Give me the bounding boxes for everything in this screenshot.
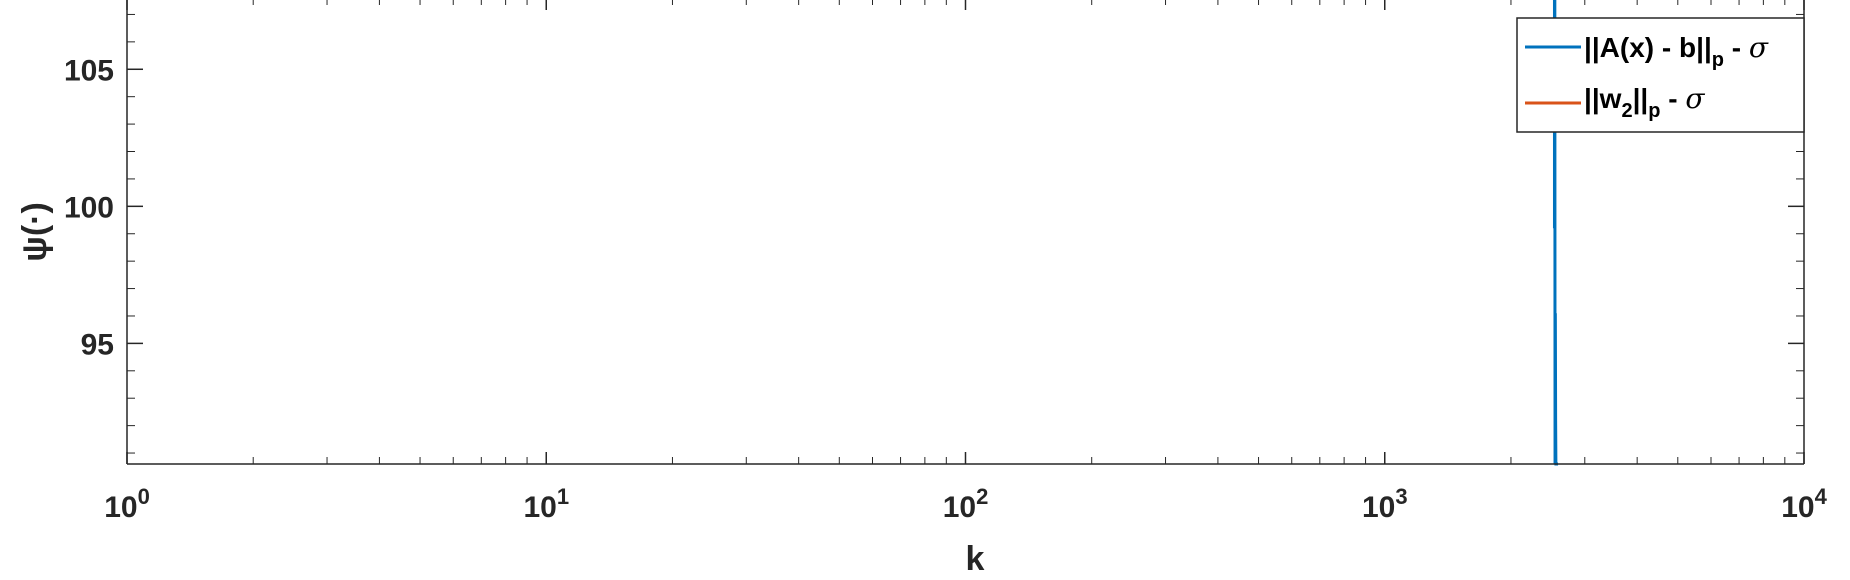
legend-2-sigma: σ	[1685, 82, 1705, 115]
legend-1-tail: -	[1724, 32, 1749, 63]
x-tick-base: 10	[104, 491, 137, 524]
legend-label-series-2: ||w2||p - σ	[1584, 82, 1705, 122]
legend-2-sub: p	[1648, 100, 1660, 122]
x-tick-label: 101	[523, 484, 569, 524]
y-tick-labels: 95 100 105	[64, 54, 114, 361]
x-tick-base: 10	[1781, 491, 1814, 524]
x-tick-label: 104	[1781, 484, 1827, 524]
legend-2-bars-close: ||	[1633, 83, 1649, 114]
x-tick-exponent: 2	[976, 484, 988, 509]
x-tick-exponent: 3	[1395, 484, 1407, 509]
y-tick-label: 105	[64, 54, 114, 87]
x-tick-exponent: 4	[1815, 484, 1828, 509]
x-tick-label: 100	[104, 484, 150, 524]
x-tick-exponent: 1	[557, 484, 569, 509]
legend-2-mainsub: 2	[1621, 100, 1632, 122]
legend-1-main: A(x) - b	[1600, 32, 1696, 63]
y-tick-label: 100	[64, 191, 114, 224]
legend: ||A(x) - b||p - σ ||w2||p - σ	[1516, 17, 1805, 133]
legend-1-bars: ||	[1584, 32, 1600, 63]
minor-ticks	[127, 0, 1804, 464]
x-axis-title: k	[966, 540, 985, 578]
legend-1-sigma: σ	[1749, 31, 1769, 64]
x-tick-base: 10	[943, 491, 976, 524]
legend-2-main: w	[1599, 83, 1622, 114]
legend-1-sub: p	[1712, 49, 1724, 71]
x-tick-base: 10	[523, 491, 556, 524]
x-tick-labels: 100 101 102 103 104	[104, 484, 1827, 524]
legend-label-series-1: ||A(x) - b||p - σ	[1584, 31, 1769, 71]
legend-box	[1516, 17, 1805, 133]
legend-2-bars: ||	[1584, 83, 1600, 114]
x-tick-label: 102	[943, 484, 989, 524]
x-tick-label: 103	[1362, 484, 1408, 524]
x-tick-base: 10	[1362, 491, 1395, 524]
legend-2-tail: -	[1660, 83, 1685, 114]
y-axis-title: ψ(·)	[16, 202, 54, 262]
legend-1-bars-close: ||	[1696, 32, 1712, 63]
y-tick-label: 95	[81, 328, 114, 361]
x-tick-exponent: 0	[138, 484, 150, 509]
